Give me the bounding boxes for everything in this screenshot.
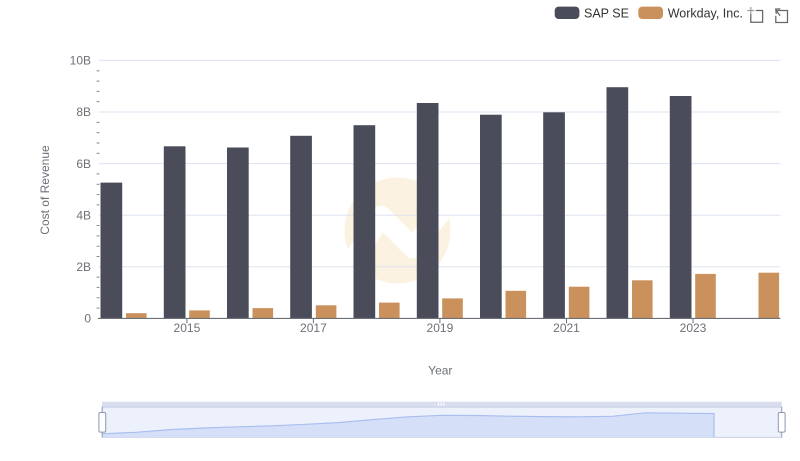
svg-text:2B: 2B: [76, 260, 91, 274]
svg-text:Workday, Inc.: Workday, Inc.: [668, 7, 743, 21]
svg-text:0: 0: [84, 312, 91, 326]
svg-text:SAP SE: SAP SE: [584, 7, 629, 21]
svg-text:2017: 2017: [300, 321, 327, 335]
svg-text:10B: 10B: [70, 54, 91, 68]
svg-text:2019: 2019: [427, 321, 454, 335]
svg-text:8B: 8B: [76, 105, 91, 119]
svg-text:2023: 2023: [680, 321, 707, 335]
svg-text:6B: 6B: [76, 157, 91, 171]
svg-text:4B: 4B: [76, 208, 91, 222]
svg-text:2021: 2021: [553, 321, 580, 335]
svg-text:2015: 2015: [174, 321, 201, 335]
svg-text:Cost of Revenue: Cost of Revenue: [38, 145, 52, 235]
svg-text:Year: Year: [428, 363, 452, 377]
